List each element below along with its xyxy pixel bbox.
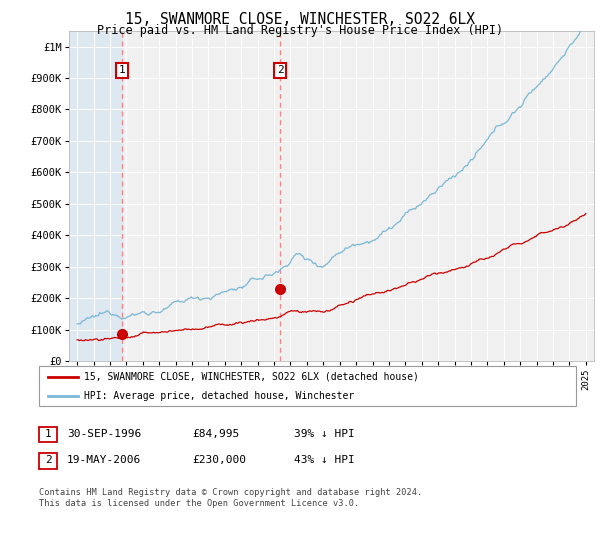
Text: 1: 1 — [119, 66, 125, 76]
Bar — [69, 31, 122, 361]
Text: Contains HM Land Registry data © Crown copyright and database right 2024.
This d: Contains HM Land Registry data © Crown c… — [39, 488, 422, 508]
Text: Price paid vs. HM Land Registry's House Price Index (HPI): Price paid vs. HM Land Registry's House … — [97, 24, 503, 37]
Text: 2: 2 — [44, 455, 52, 465]
Text: 30-SEP-1996: 30-SEP-1996 — [67, 429, 142, 439]
Text: 15, SWANMORE CLOSE, WINCHESTER, SO22 6LX (detached house): 15, SWANMORE CLOSE, WINCHESTER, SO22 6LX… — [84, 372, 419, 382]
Text: £230,000: £230,000 — [192, 455, 246, 465]
Text: £84,995: £84,995 — [192, 429, 239, 439]
Text: HPI: Average price, detached house, Winchester: HPI: Average price, detached house, Winc… — [84, 391, 354, 401]
Text: 1: 1 — [44, 429, 52, 439]
Text: 43% ↓ HPI: 43% ↓ HPI — [294, 455, 355, 465]
Text: 15, SWANMORE CLOSE, WINCHESTER, SO22 6LX: 15, SWANMORE CLOSE, WINCHESTER, SO22 6LX — [125, 12, 475, 27]
Text: 39% ↓ HPI: 39% ↓ HPI — [294, 429, 355, 439]
Text: 2: 2 — [277, 66, 284, 76]
Text: 19-MAY-2006: 19-MAY-2006 — [67, 455, 142, 465]
